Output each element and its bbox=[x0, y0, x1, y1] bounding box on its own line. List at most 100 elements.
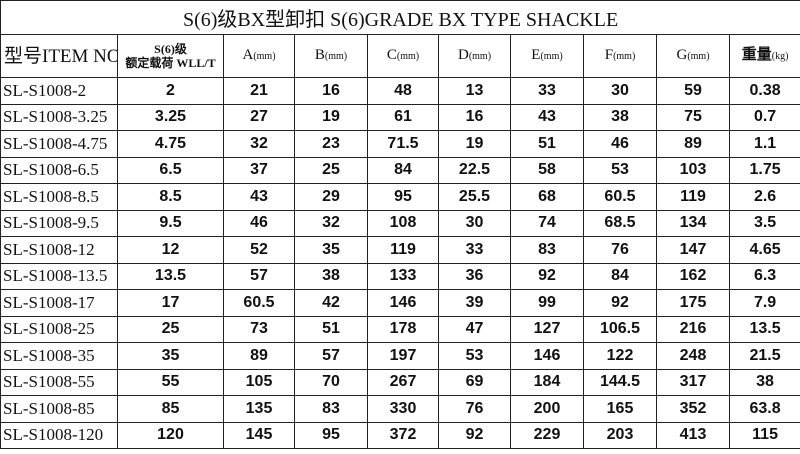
value-cell: 19 bbox=[294, 103, 368, 131]
value-cell: 25.5 bbox=[438, 183, 511, 211]
value-cell: 25 bbox=[294, 156, 368, 184]
value-cell: 8.5 bbox=[117, 183, 224, 211]
header-unit: (mm) bbox=[540, 51, 563, 62]
table-row: SL-S1008-9.5 9.5 46 32 108 30 74 68.5 134 3.5 bbox=[0, 209, 800, 237]
value-cell: 57 bbox=[223, 262, 295, 290]
value-cell: 6.5 bbox=[117, 156, 224, 184]
item-no-cell: SL-S1008-2 bbox=[0, 77, 118, 105]
header-col-3: D(mm) bbox=[438, 34, 511, 78]
value-cell: 13.5 bbox=[728, 315, 800, 343]
value-cell: 47 bbox=[438, 315, 511, 343]
value-cell: 85 bbox=[117, 395, 224, 423]
value-cell: 95 bbox=[367, 183, 439, 211]
header-wll: S(6)级 额定载荷 WLL/T bbox=[117, 34, 224, 78]
header-col-1: B(mm) bbox=[294, 34, 368, 78]
value-cell: 46 bbox=[583, 130, 657, 158]
value-cell: 16 bbox=[438, 103, 511, 131]
value-cell: 229 bbox=[510, 421, 584, 449]
item-no-cell: SL-S1008-3.25 bbox=[0, 103, 118, 131]
header-label: B bbox=[314, 47, 325, 63]
header-label: C bbox=[386, 47, 397, 63]
value-cell: 57 bbox=[294, 342, 368, 370]
value-cell: 105 bbox=[223, 368, 295, 396]
value-cell: 267 bbox=[367, 368, 439, 396]
value-cell: 119 bbox=[656, 183, 730, 211]
header-unit: (kg) bbox=[771, 51, 789, 62]
header-col-5: F(mm) bbox=[583, 34, 657, 78]
table-row: SL-S1008-120 120 145 95 372 92 229 203 413 115 bbox=[0, 421, 800, 449]
value-cell: 58 bbox=[510, 156, 584, 184]
header-col-0: A(mm) bbox=[223, 34, 295, 78]
value-cell: 330 bbox=[367, 395, 439, 423]
value-cell: 76 bbox=[583, 236, 657, 264]
value-cell: 36 bbox=[438, 262, 511, 290]
table-row: SL-S1008-4.75 4.75 32 23 71.5 19 51 46 89 1.1 bbox=[0, 130, 800, 158]
value-cell: 3.25 bbox=[117, 103, 224, 131]
value-cell: 83 bbox=[294, 395, 368, 423]
header-label: D bbox=[457, 47, 469, 63]
value-cell: 99 bbox=[510, 289, 584, 317]
value-cell: 32 bbox=[223, 130, 295, 158]
item-no-cell: SL-S1008-25 bbox=[0, 315, 118, 343]
value-cell: 55 bbox=[117, 368, 224, 396]
value-cell: 13 bbox=[438, 77, 511, 105]
value-cell: 30 bbox=[438, 209, 511, 237]
value-cell: 46 bbox=[223, 209, 295, 237]
value-cell: 25 bbox=[117, 315, 224, 343]
value-cell: 89 bbox=[656, 130, 730, 158]
value-cell: 35 bbox=[117, 342, 224, 370]
value-cell: 61 bbox=[367, 103, 439, 131]
value-cell: 69 bbox=[438, 368, 511, 396]
value-cell: 30 bbox=[583, 77, 657, 105]
value-cell: 43 bbox=[510, 103, 584, 131]
item-no-cell: SL-S1008-8.5 bbox=[0, 183, 118, 211]
table-row: SL-S1008-35 35 89 57 197 53 146 122 248 21.5 bbox=[0, 342, 800, 370]
table-title: S(6)级BX型卸扣 S(6)GRADE BX TYPE SHACKLE bbox=[0, 0, 800, 35]
header-wll-grade: S(6)级 bbox=[154, 42, 187, 56]
value-cell: 29 bbox=[294, 183, 368, 211]
table-row: SL-S1008-13.5 13.5 57 38 133 36 92 84 162 6.3 bbox=[0, 262, 800, 290]
value-cell: 84 bbox=[583, 262, 657, 290]
value-cell: 48 bbox=[367, 77, 439, 105]
item-no-cell: SL-S1008-4.75 bbox=[0, 130, 118, 158]
value-cell: 6.3 bbox=[728, 262, 800, 290]
value-cell: 352 bbox=[656, 395, 730, 423]
value-cell: 53 bbox=[438, 342, 511, 370]
header-col-7: 重量(kg) bbox=[728, 34, 800, 78]
value-cell: 51 bbox=[294, 315, 368, 343]
value-cell: 2.6 bbox=[728, 183, 800, 211]
value-cell: 120 bbox=[117, 421, 224, 449]
table-row: SL-S1008-25 25 73 51 178 47 127 106.5 216 13.5 bbox=[0, 315, 800, 343]
header-label: E bbox=[531, 47, 541, 63]
value-cell: 33 bbox=[510, 77, 584, 105]
item-no-cell: SL-S1008-12 bbox=[0, 236, 118, 264]
value-cell: 133 bbox=[367, 262, 439, 290]
value-cell: 19 bbox=[438, 130, 511, 158]
item-no-cell: SL-S1008-6.5 bbox=[0, 156, 118, 184]
value-cell: 122 bbox=[583, 342, 657, 370]
value-cell: 317 bbox=[656, 368, 730, 396]
item-no-cell: SL-S1008-17 bbox=[0, 289, 118, 317]
value-cell: 76 bbox=[438, 395, 511, 423]
value-cell: 145 bbox=[223, 421, 295, 449]
header-col-4: E(mm) bbox=[510, 34, 584, 78]
table-row: SL-S1008-17 17 60.5 42 146 39 99 92 175 7.9 bbox=[0, 289, 800, 317]
value-cell: 51 bbox=[510, 130, 584, 158]
value-cell: 103 bbox=[656, 156, 730, 184]
header-wll-label: 额定载荷 WLL/T bbox=[125, 56, 216, 70]
header-unit: (mm) bbox=[253, 51, 276, 62]
value-cell: 73 bbox=[223, 315, 295, 343]
value-cell: 38 bbox=[728, 368, 800, 396]
value-cell: 39 bbox=[438, 289, 511, 317]
value-cell: 52 bbox=[223, 236, 295, 264]
item-no-cell: SL-S1008-120 bbox=[0, 421, 118, 449]
value-cell: 146 bbox=[510, 342, 584, 370]
value-cell: 127 bbox=[510, 315, 584, 343]
value-cell: 115 bbox=[728, 421, 800, 449]
value-cell: 92 bbox=[510, 262, 584, 290]
value-cell: 70 bbox=[294, 368, 368, 396]
table-row: SL-S1008-85 85 135 83 330 76 200 165 352 63.8 bbox=[0, 395, 800, 423]
item-no-cell: SL-S1008-85 bbox=[0, 395, 118, 423]
value-cell: 108 bbox=[367, 209, 439, 237]
value-cell: 197 bbox=[367, 342, 439, 370]
